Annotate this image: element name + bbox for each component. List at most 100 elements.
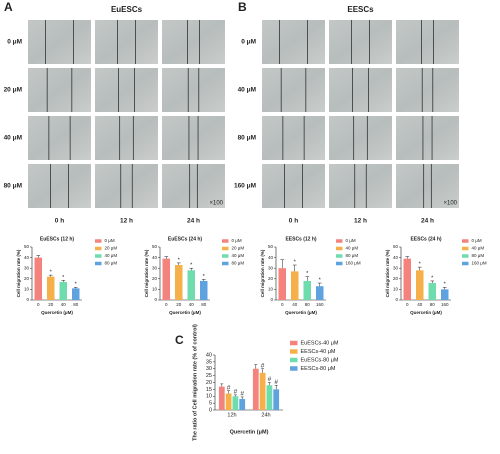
y-tick-label: 20 (24, 276, 30, 281)
magnification-note: ×100 (209, 201, 223, 207)
x-tick-label: 24h (261, 412, 270, 418)
significance-marker: * (306, 271, 309, 277)
micrograph (162, 20, 225, 64)
y-tick-label: 50 (393, 244, 399, 249)
legend-swatch (462, 261, 469, 266)
x-axis-label: Quercetin (μM) (41, 310, 73, 315)
x-tick-label: 160 (316, 302, 324, 307)
row-label: 80 μM (238, 135, 256, 142)
panel-label: B (238, 0, 247, 14)
micrograph (262, 116, 325, 160)
legend-swatch (336, 254, 343, 258)
legend-label: 40 μM (346, 246, 359, 251)
legend-label: EESCs-40 μM (301, 349, 336, 355)
y-tick-label: 10 (152, 287, 158, 292)
x-tick-label: 20 (176, 302, 182, 307)
x-tick-label: 0 (37, 302, 40, 307)
col-label: 12 h (120, 218, 133, 225)
legend-swatch (95, 239, 102, 243)
x-tick-label: 40 (61, 302, 67, 307)
legend-label: 40 μM (232, 253, 245, 258)
row-label: 40 μM (4, 135, 22, 142)
row-label: 80 μM (4, 183, 22, 190)
significance-marker: * (62, 275, 65, 281)
legend-swatch (222, 239, 229, 243)
bar (266, 385, 273, 410)
y-tick-label: 0 (395, 297, 398, 302)
y-tick-label: 40 (24, 255, 30, 260)
legend-label: 0 μM (232, 238, 242, 243)
bar (175, 265, 183, 300)
col-label: 24 h (187, 218, 200, 225)
legend-label: 0 μM (346, 238, 356, 243)
legend-swatch (462, 239, 469, 243)
legend-label: 160 μM (346, 261, 361, 266)
legend-swatch (290, 366, 298, 371)
x-tick-label: 80 (305, 302, 311, 307)
y-tick-label: 0 (154, 297, 157, 302)
x-tick-label: 0 (406, 302, 409, 307)
legend-swatch (95, 261, 102, 266)
x-axis-label: Quercetin (μM) (169, 310, 201, 315)
x-tick-label: 80 (201, 302, 207, 307)
bar (259, 372, 266, 410)
micrograph (95, 20, 158, 64)
y-tick-label: 40 (268, 255, 274, 260)
col-label: 24 h (421, 218, 434, 225)
y-tick-label: 5 (209, 401, 212, 407)
bar (225, 393, 232, 410)
legend-swatch (222, 254, 229, 258)
legend-label: 80 μM (232, 261, 245, 266)
x-tick-label: 0 (281, 302, 284, 307)
legend-label: 40 μM (472, 246, 485, 251)
row-label: 0 μM (7, 39, 22, 46)
y-tick-label: 0 (26, 297, 29, 302)
chart-title: EuESCs (24 h) (168, 236, 203, 242)
micrograph (28, 20, 91, 64)
y-tick-label: 20 (152, 276, 158, 281)
chart-title: EESCs (12 h) (285, 236, 316, 242)
legend-swatch (222, 261, 229, 266)
legend-label: EuESCs-40 μM (301, 340, 339, 346)
y-tick-label: 10 (24, 287, 30, 292)
bar (218, 386, 225, 410)
micrograph (28, 116, 91, 160)
legend-swatch (336, 239, 343, 243)
significance-marker: * (319, 277, 322, 283)
y-tick-label: 10 (393, 287, 399, 292)
micrograph (95, 116, 158, 160)
micrograph (262, 20, 325, 64)
micrograph (329, 116, 392, 160)
micrograph (396, 164, 459, 208)
y-tick-label: 30 (268, 265, 274, 270)
x-tick-label: 20 (48, 302, 54, 307)
bar (232, 396, 239, 410)
legend-label: 0 μM (105, 238, 115, 243)
y-tick-label: 40 (152, 255, 158, 260)
micrograph (396, 68, 459, 112)
legend-label: 20 μM (105, 246, 118, 251)
significance-marker: # (261, 362, 265, 369)
bar (59, 281, 67, 300)
legend-label: EuESCs-80 μM (301, 357, 339, 363)
y-tick-label: 0 (270, 297, 273, 302)
bar (403, 258, 411, 300)
panel-title: EESCs (347, 5, 374, 14)
row-label: 160 μM (234, 183, 256, 190)
legend-swatch (290, 349, 298, 354)
bar (278, 268, 286, 300)
significance-marker: * (50, 270, 53, 276)
micrograph (28, 68, 91, 112)
legend-label: 0 μM (472, 238, 482, 243)
x-axis-label: Quercetin (μM) (410, 310, 442, 315)
x-tick-label: 80 (73, 302, 79, 307)
y-tick-label: 30 (24, 265, 30, 270)
legend-label: 40 μM (105, 253, 118, 258)
y-axis-label: Cell migration rate (%) (144, 249, 149, 297)
bar (34, 257, 42, 300)
x-tick-label: 160 (441, 302, 449, 307)
micrograph (95, 68, 158, 112)
legend-label: 80 μM (472, 253, 485, 258)
significance-marker: # (274, 379, 278, 386)
